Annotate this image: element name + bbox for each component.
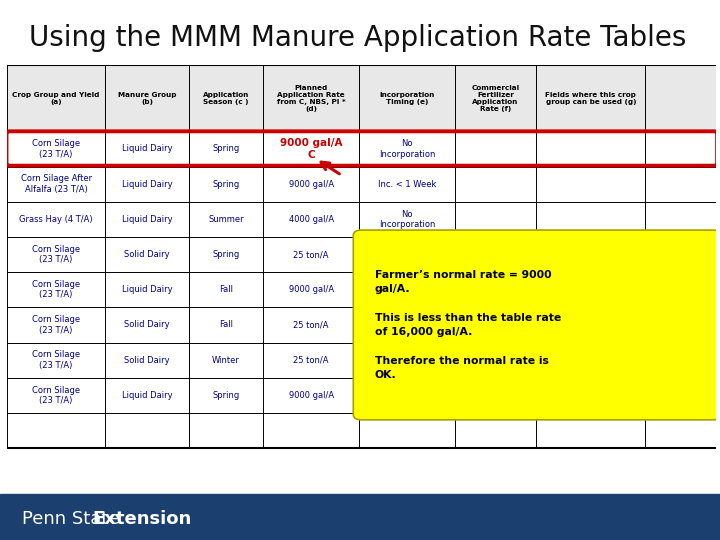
Text: No
Incorporation: No Incorporation — [379, 210, 435, 229]
Text: 25 ton/A: 25 ton/A — [293, 356, 329, 364]
Text: 4000 gal/A: 4000 gal/A — [289, 215, 333, 224]
Text: 25 ton/A: 25 ton/A — [293, 250, 329, 259]
Text: Fall: Fall — [219, 285, 233, 294]
Text: Solid Dairy: Solid Dairy — [124, 320, 170, 329]
Text: Liquid Dairy: Liquid Dairy — [122, 144, 172, 153]
Text: Incorporation
Timing (e): Incorporation Timing (e) — [379, 92, 435, 105]
Text: Corn Silage
(23 T/A): Corn Silage (23 T/A) — [32, 386, 80, 405]
Text: Grass Hay (4 T/A): Grass Hay (4 T/A) — [19, 215, 93, 224]
Text: Summer: Summer — [208, 215, 244, 224]
Text: Extension: Extension — [92, 510, 192, 528]
Text: 9000 gal/A: 9000 gal/A — [289, 391, 333, 400]
Text: Winter: Winter — [212, 356, 240, 364]
Text: Manure Group
(b): Manure Group (b) — [117, 92, 176, 105]
Text: Fall: Fall — [219, 320, 233, 329]
Text: 25 ton/A: 25 ton/A — [293, 320, 329, 329]
Text: Corn Silage
(23 T/A): Corn Silage (23 T/A) — [32, 350, 80, 370]
Text: 9000 gal/A: 9000 gal/A — [289, 285, 333, 294]
Text: No
Incorporation: No Incorporation — [379, 139, 435, 159]
Text: Using the MMM Manure Application Rate Tables: Using the MMM Manure Application Rate Ta… — [29, 24, 686, 52]
Text: Commercial
Fertilizer
Application
Rate (f): Commercial Fertilizer Application Rate (… — [472, 85, 520, 112]
Text: Liquid Dairy: Liquid Dairy — [122, 215, 172, 224]
Bar — [7, 65, 716, 131]
Text: Corn Silage
(23 T/A): Corn Silage (23 T/A) — [32, 245, 80, 264]
Text: Solid Dairy: Solid Dairy — [124, 356, 170, 364]
Text: Application
Season (c ): Application Season (c ) — [203, 92, 249, 105]
FancyBboxPatch shape — [354, 230, 720, 420]
Text: Fields where this crop
group can be used (g): Fields where this crop group can be used… — [546, 92, 636, 105]
Text: Liquid Dairy: Liquid Dairy — [122, 180, 172, 188]
Text: Corn Silage After
Alfalfa (23 T/A): Corn Silage After Alfalfa (23 T/A) — [21, 174, 91, 194]
Text: Penn State: Penn State — [22, 510, 125, 528]
Text: Spring: Spring — [212, 250, 240, 259]
Text: Liquid Dairy: Liquid Dairy — [122, 285, 172, 294]
Text: Liquid Dairy: Liquid Dairy — [122, 391, 172, 400]
Text: Corn Silage
(23 T/A): Corn Silage (23 T/A) — [32, 280, 80, 300]
Text: Solid Dairy: Solid Dairy — [124, 250, 170, 259]
Text: Spring: Spring — [212, 180, 240, 188]
Text: Planned
Application Rate
from C, NBS, PI *
(d): Planned Application Rate from C, NBS, PI… — [276, 85, 346, 112]
Text: Farmer’s normal rate = 9000
gal/A.

This is less than the table rate
of 16,000 g: Farmer’s normal rate = 9000 gal/A. This … — [374, 269, 561, 380]
Text: Inc. < 1 Week: Inc. < 1 Week — [378, 180, 436, 188]
Text: Spring: Spring — [212, 391, 240, 400]
Text: 9000 gal/A: 9000 gal/A — [289, 180, 333, 188]
Text: 9000 gal/A
C: 9000 gal/A C — [280, 138, 342, 160]
Text: Corn Silage
(23 T/A): Corn Silage (23 T/A) — [32, 315, 80, 335]
Text: Crop Group and Yield
(a): Crop Group and Yield (a) — [12, 92, 100, 105]
Text: Spring: Spring — [212, 144, 240, 153]
Text: Corn Silage
(23 T/A): Corn Silage (23 T/A) — [32, 139, 80, 159]
